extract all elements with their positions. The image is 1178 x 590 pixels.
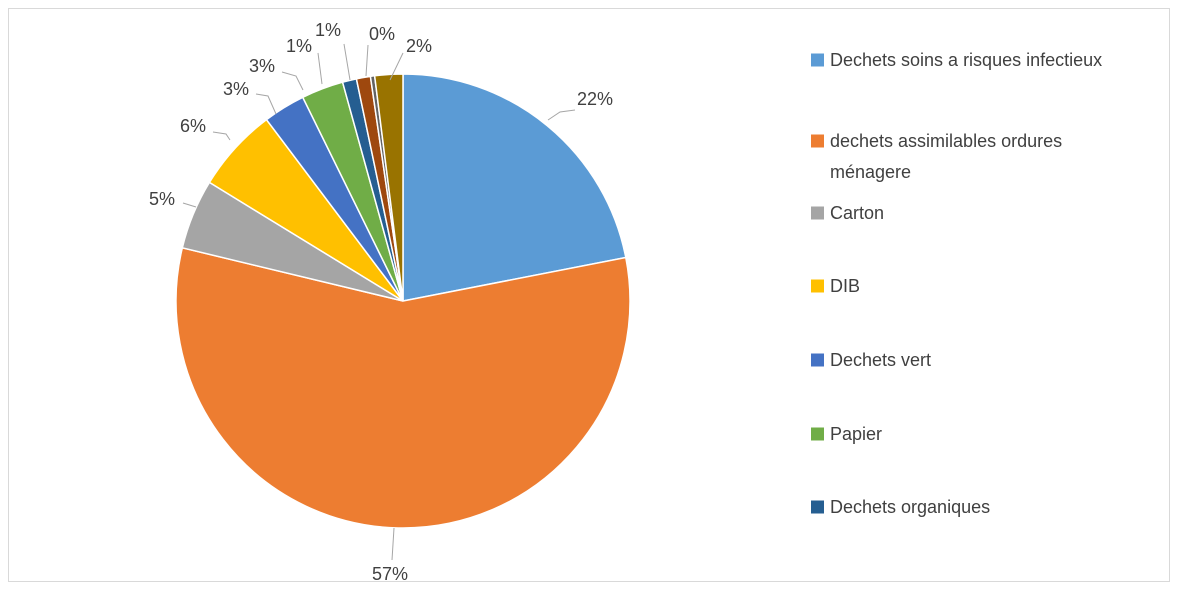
legend-item-3: Carton <box>811 203 884 223</box>
legend-swatch-3 <box>811 206 824 220</box>
legend-item-7: Dechets organiques <box>811 497 990 517</box>
leader-line-9 <box>365 44 369 77</box>
legend-item-1: Dechets soins a risques infectieux <box>811 50 1102 70</box>
chart-frame <box>8 8 1170 582</box>
legend-item-4: DIB <box>811 276 860 296</box>
leader-line-4 <box>212 131 231 141</box>
legend: Dechets soins a risques infectieux dechet… <box>811 50 1102 517</box>
data-label-6: 3% <box>249 56 275 76</box>
legend-label-2: dechets assimilables ordures ménagere <box>830 131 1062 182</box>
legend-swatch-1 <box>811 53 824 67</box>
data-label-3: 5% <box>149 189 175 209</box>
pie-slice-2 <box>175 246 631 529</box>
legend-item-2: dechets assimilables ordures ménagere <box>811 131 1062 182</box>
legend-label-1: Dechets soins a risques infectieux <box>830 50 1102 70</box>
pie-slice-10 <box>373 73 404 302</box>
data-labels: 22% 57% 5% 6% 3%3% 1%1% 0% 2% <box>149 20 613 584</box>
pie-slices <box>175 73 631 529</box>
legend-label-7: Dechets organiques <box>830 497 990 517</box>
leader-line-10 <box>389 52 404 81</box>
legend-swatch-6 <box>811 427 824 441</box>
legend-swatch-2 <box>811 134 824 148</box>
leader-line-5 <box>255 93 277 115</box>
data-label-4: 6% <box>180 116 206 136</box>
legend-swatch-4 <box>811 279 824 293</box>
leader-line-3 <box>182 202 197 208</box>
legend-label-5: Dechets vert <box>830 350 931 370</box>
data-label-10: 2% <box>406 36 432 56</box>
label-leader-lines <box>182 43 576 561</box>
legend-swatch-5 <box>811 353 824 367</box>
legend-swatch-7 <box>811 500 824 514</box>
pie-slice-1 <box>402 73 627 302</box>
data-label-5: 3% <box>223 79 249 99</box>
data-label-1: 22% <box>577 89 613 109</box>
legend-item-6: Papier <box>811 424 882 444</box>
leader-line-6 <box>281 71 304 91</box>
leader-line-8 <box>343 43 351 81</box>
leader-line-7 <box>317 52 323 85</box>
data-label-9: 0% <box>369 24 395 44</box>
data-label-7: 1% <box>286 36 312 56</box>
data-label-2: 57% <box>372 564 408 584</box>
legend-label-6: Papier <box>830 424 882 444</box>
legend-item-5: Dechets vert <box>811 350 931 370</box>
leader-line-2 <box>391 527 395 561</box>
legend-label-4: DIB <box>830 276 860 296</box>
leader-line-1 <box>547 109 576 121</box>
legend-label-3: Carton <box>830 203 884 223</box>
data-label-8: 1% <box>315 20 341 40</box>
